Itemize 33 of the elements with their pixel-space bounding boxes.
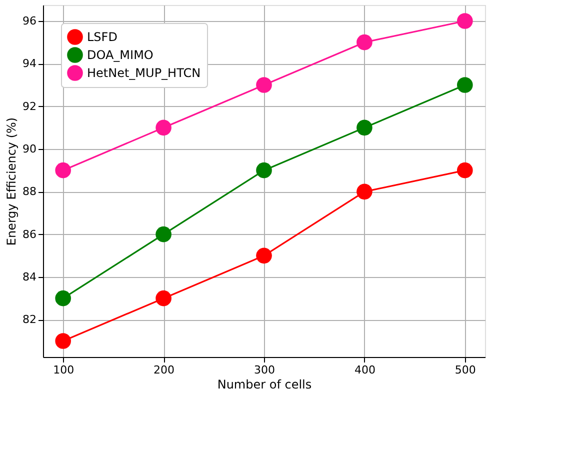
point [55, 333, 71, 349]
point [156, 290, 172, 306]
point [356, 34, 372, 50]
point [457, 162, 473, 178]
y-tick-label: 92 [22, 100, 36, 113]
point [256, 248, 272, 264]
point [356, 184, 372, 200]
legend-label: DOA_MIMO [87, 48, 154, 62]
y-tick-label: 86 [22, 228, 36, 241]
x-tick-label: 400 [354, 364, 376, 376]
y-tick-label: 88 [22, 185, 36, 198]
point [356, 120, 372, 136]
point [256, 77, 272, 93]
y-tick-label: 94 [22, 57, 36, 70]
x-tick-label: 500 [454, 364, 476, 376]
y-tick-label: 96 [22, 14, 36, 28]
legend-label: HetNet_MUP_HTCN [87, 66, 201, 80]
point [55, 290, 71, 306]
y-tick-label: 84 [22, 270, 36, 284]
x-axis-title: Number of cells [217, 378, 312, 392]
y-axis-title: Energy Efficiency (%) [4, 117, 19, 246]
y-tick-label: 82 [22, 313, 36, 326]
legend-label: LSFD [87, 30, 118, 44]
x-tick-label: 200 [154, 364, 175, 376]
point [457, 13, 473, 29]
point [457, 77, 473, 93]
point [156, 226, 172, 242]
point [156, 120, 172, 136]
y-tick-label: 90 [22, 142, 36, 156]
point [256, 162, 272, 178]
x-tick-label: 100 [53, 364, 74, 376]
x-tick-label: 300 [254, 364, 275, 376]
point [55, 162, 71, 178]
